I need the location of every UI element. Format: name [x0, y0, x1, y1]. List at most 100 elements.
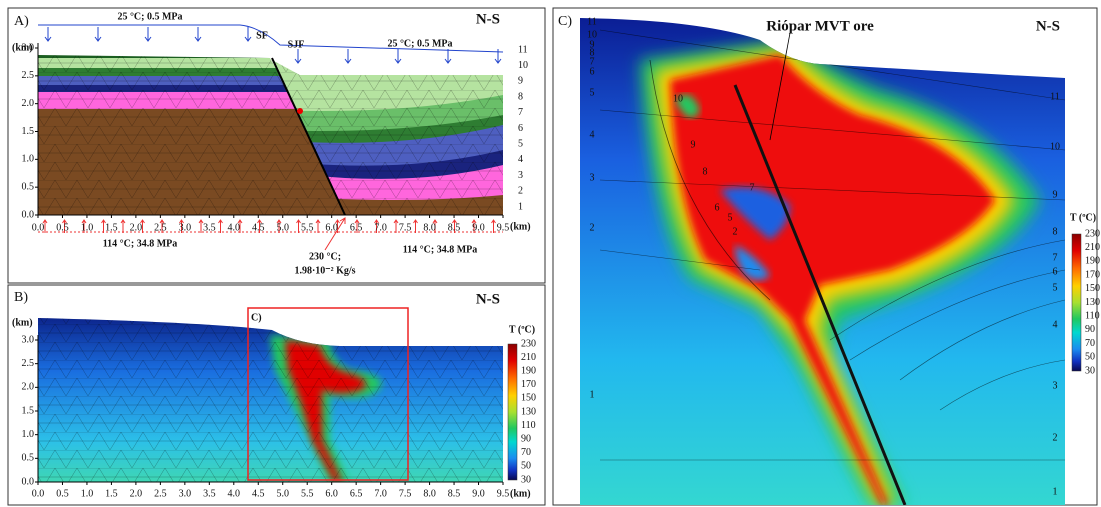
colorbar-tick-label: 210 [521, 352, 536, 363]
layer-label: 8 [1053, 226, 1058, 237]
arrow [394, 220, 398, 233]
boundary-condition: 114 °C; 34.8 MPa [403, 244, 478, 255]
y-tick-label: 2.5 [22, 70, 35, 81]
x-tick-label: 9.0 [472, 222, 485, 233]
colorbar-tick-label: 230 [1085, 228, 1100, 239]
x-tick-label: 1.0 [81, 222, 94, 233]
x-tick-label: 5.0 [276, 222, 289, 233]
arrow [95, 27, 101, 41]
y-tick-label: 2.0 [22, 98, 35, 109]
x-tick-label: 1.5 [105, 222, 118, 233]
fault-label: SF [256, 30, 268, 41]
x-tick-label: 7.0 [374, 488, 387, 499]
arrow [495, 49, 501, 63]
layer-label: 3 [1053, 380, 1058, 391]
inflow-rate: 1.98·10⁻² Kg/s [294, 265, 355, 276]
temperature-field [575, 10, 1070, 507]
layer-label: 9 [691, 139, 696, 150]
layer-label: 8 [518, 91, 523, 102]
x-tick-label: 2.0 [130, 488, 143, 499]
layer-label: 4 [518, 154, 523, 165]
arrow [195, 27, 201, 41]
y-tick-label: 3.0 [22, 42, 35, 53]
layer-label: 1 [590, 389, 595, 400]
arrow [245, 27, 251, 41]
orientation: N-S [1036, 18, 1060, 34]
x-tick-label: 5.0 [276, 488, 289, 499]
x-tick-label: 8.5 [448, 488, 461, 499]
x-tick-label: 6.5 [350, 488, 363, 499]
colorbar-tick-label: 150 [521, 393, 536, 404]
arrow [295, 49, 301, 63]
x-tick-label: 8.5 [448, 222, 461, 233]
x-tick-label: 7.5 [399, 222, 412, 233]
x-tick-label: 2.0 [130, 222, 143, 233]
arrow [316, 220, 320, 233]
colorbar-tick-label: 130 [1085, 297, 1100, 308]
x-tick-label: 4.5 [252, 488, 265, 499]
fault-label: SJF [288, 39, 305, 50]
layer-label: 3 [518, 170, 523, 181]
x-tick-label: 9.0 [472, 488, 485, 499]
arrow [445, 49, 451, 63]
arrow [45, 27, 51, 41]
ore-label: Riópar MVT ore [766, 18, 874, 34]
arrow [414, 220, 418, 233]
x-tick-label: 2.5 [154, 222, 167, 233]
x-tick-label: 6.0 [325, 488, 338, 499]
temperature-field [38, 310, 508, 485]
axis-unit: (km) [510, 221, 531, 232]
x-tick-label: 0.5 [56, 488, 69, 499]
x-tick-label: 5.5 [301, 222, 314, 233]
layer-label: 10 [518, 60, 528, 71]
colorbar-tick-label: 90 [521, 433, 531, 444]
layer-label: 2 [733, 226, 738, 237]
layer-label: 9 [1053, 189, 1058, 200]
colorbar-tick-label: 110 [1085, 310, 1100, 321]
x-tick-label: 1.5 [105, 488, 118, 499]
y-tick-label: 2.0 [22, 382, 35, 393]
colorbar-tick-label: 230 [521, 338, 536, 349]
y-tick-label: 0.5 [22, 181, 35, 192]
orientation: N-S [476, 11, 500, 27]
y-tick-label: 3.0 [22, 334, 35, 345]
layer-label: 1 [1053, 486, 1058, 497]
colorbar [508, 344, 517, 480]
panel-label: B) [14, 290, 28, 305]
arrow [121, 220, 125, 233]
layer-label: 2 [590, 222, 595, 233]
x-tick-label: 3.5 [203, 222, 216, 233]
orientation: N-S [476, 291, 500, 307]
layer-label: 4 [590, 129, 595, 140]
marker [297, 108, 303, 114]
x-tick-label: 7.5 [399, 488, 412, 499]
colorbar-tick-label: 70 [1085, 338, 1095, 349]
colorbar-tick-label: 190 [521, 365, 536, 376]
panel-label: C) [558, 14, 572, 29]
colorbar-tick-label: 150 [1085, 283, 1100, 294]
colorbar-tick-label: 170 [521, 379, 536, 390]
panel-label: A) [14, 14, 29, 29]
layer-label: 1 [518, 201, 523, 212]
colorbar [1072, 234, 1081, 371]
x-tick-label: 0.0 [32, 222, 45, 233]
boundary-condition: 114 °C; 34.8 MPa [103, 238, 178, 249]
y-tick-label: 0.0 [22, 209, 35, 220]
y-tick-label: 1.5 [22, 405, 35, 416]
arrow [492, 220, 496, 233]
colorbar-title: T (ºC) [1070, 212, 1096, 223]
x-tick-label: 5.5 [301, 488, 314, 499]
y-tick-label: 0.5 [22, 453, 35, 464]
layer-label: 5 [518, 138, 523, 149]
y-tick-label: 1.0 [22, 429, 35, 440]
layer-label: 9 [518, 76, 523, 87]
layer-label: 2 [1053, 432, 1058, 443]
y-tick-label: 2.5 [22, 358, 35, 369]
layer-label: 8 [703, 166, 708, 177]
axis-unit: (km) [510, 488, 531, 499]
boundary-condition: 25 °C; 0.5 MPa [387, 38, 452, 49]
layer-label: 6 [518, 123, 523, 134]
x-tick-label: 9.5 [497, 488, 510, 499]
boundary-condition: 25 °C; 0.5 MPa [117, 11, 182, 22]
x-tick-label: 2.5 [154, 488, 167, 499]
